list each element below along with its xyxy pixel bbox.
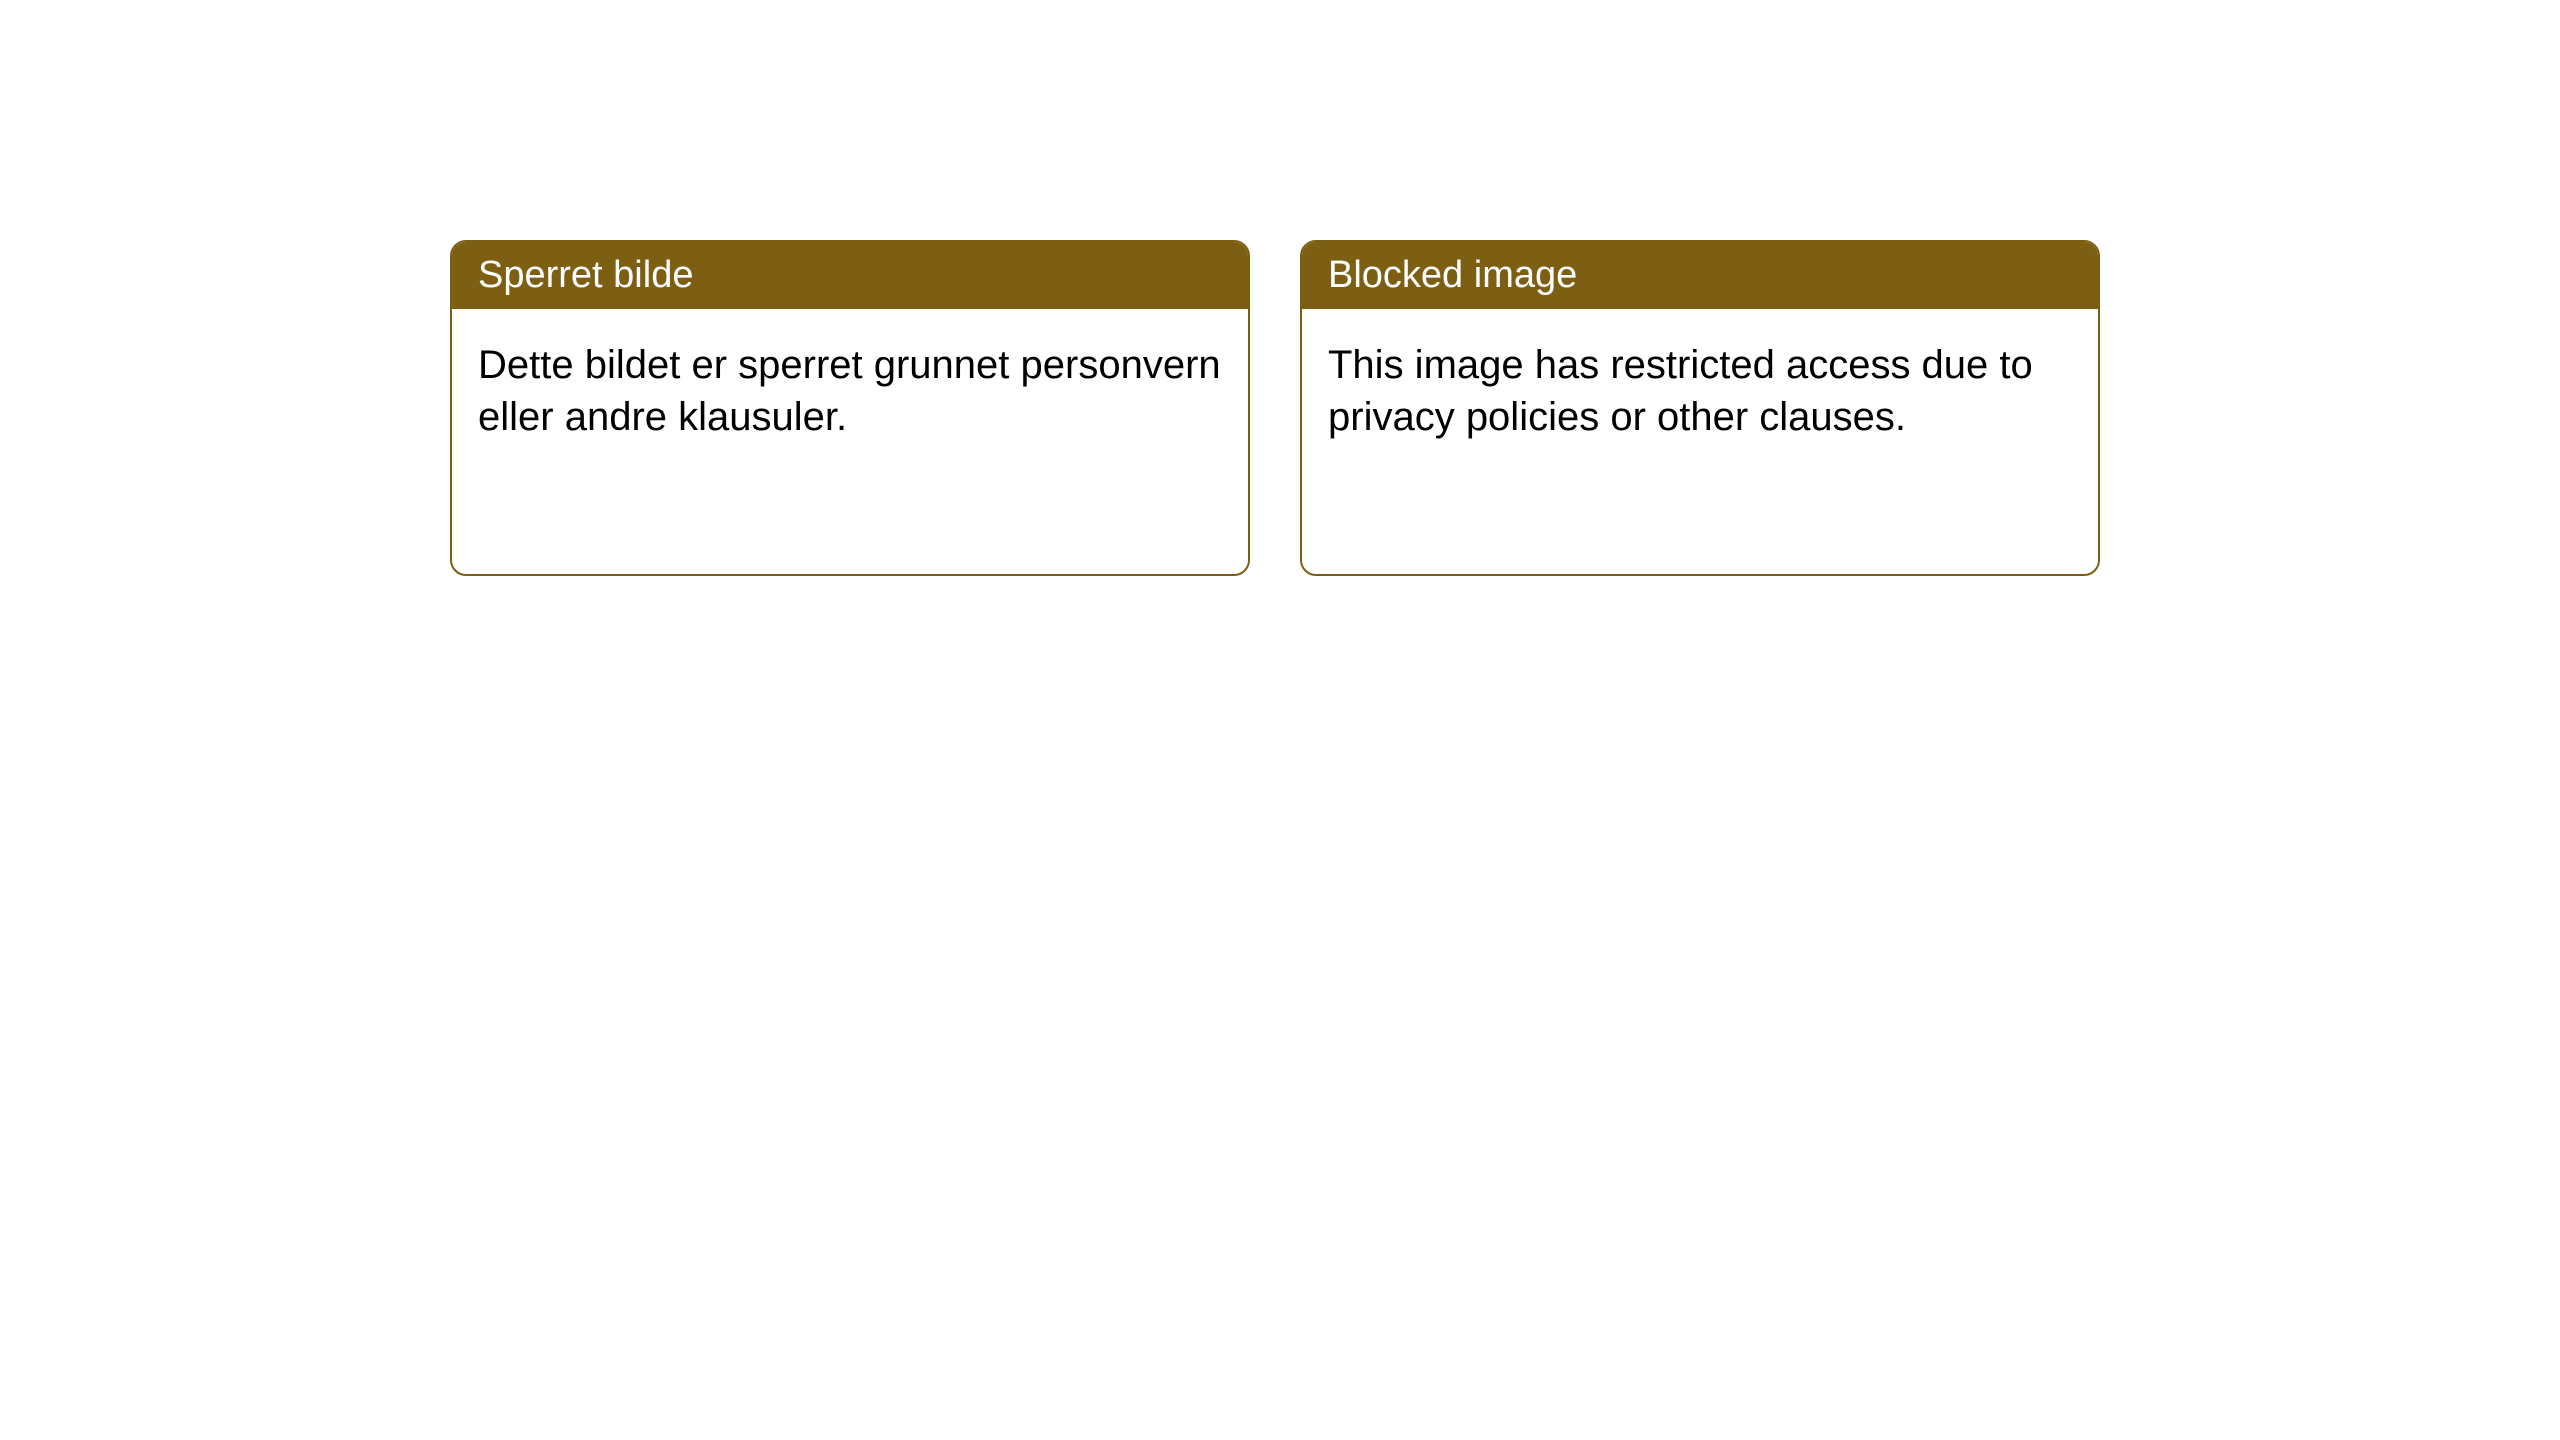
card-body-text: Dette bildet er sperret grunnet personve… [478, 343, 1221, 439]
card-title: Sperret bilde [478, 254, 693, 296]
blocked-image-card-no: Sperret bilde Dette bildet er sperret gr… [450, 240, 1250, 576]
card-container: Sperret bilde Dette bildet er sperret gr… [0, 0, 2560, 816]
card-title: Blocked image [1328, 254, 1577, 296]
card-header: Blocked image [1302, 242, 2098, 309]
card-body: Dette bildet er sperret grunnet personve… [452, 309, 1248, 473]
card-body-text: This image has restricted access due to … [1328, 343, 2033, 439]
card-body: This image has restricted access due to … [1302, 309, 2098, 473]
blocked-image-card-en: Blocked image This image has restricted … [1300, 240, 2100, 576]
card-header: Sperret bilde [452, 242, 1248, 309]
